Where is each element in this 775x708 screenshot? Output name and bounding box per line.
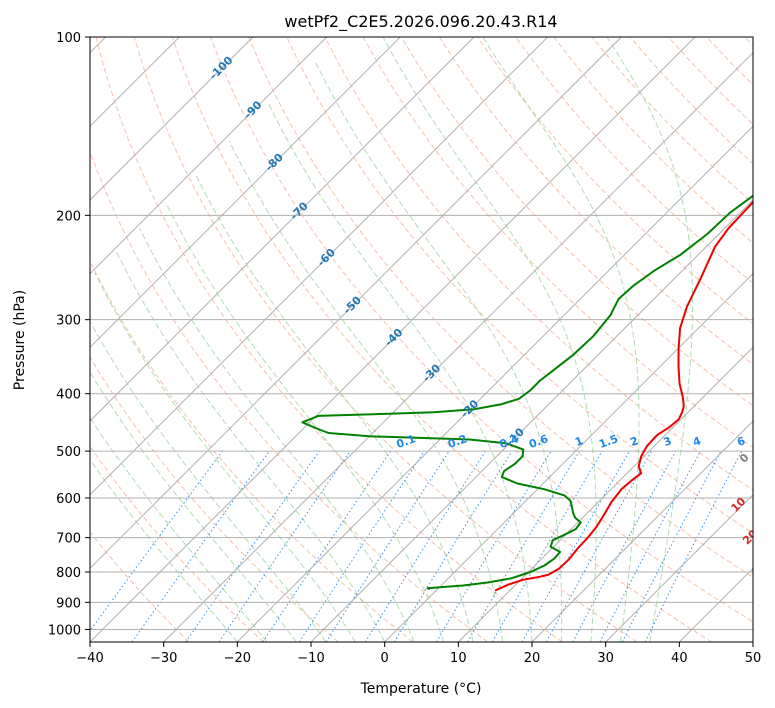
isotherm-gridline	[310, 199, 753, 642]
mixing-ratio-label: 0.1	[395, 432, 418, 451]
mixing-ratio-label: 1	[573, 434, 585, 449]
moist-adiabat	[382, 37, 597, 642]
moist-adiabat	[90, 458, 238, 642]
moist-adiabat	[90, 416, 268, 642]
x-tick-label: 0	[381, 651, 389, 666]
mixing-ratio-line	[262, 450, 392, 642]
y-tick-label: 100	[56, 31, 81, 46]
x-tick-label: −20	[224, 651, 251, 666]
isotherm-gridline	[457, 346, 753, 642]
mixing-ratio-label: 4	[691, 434, 703, 449]
dry-adiabat	[90, 445, 264, 642]
mixing-ratio-line	[644, 450, 743, 642]
dry-adiabat	[90, 531, 190, 642]
mixing-ratio-label: 2	[629, 434, 641, 449]
y-tick-label: 1000	[48, 623, 81, 638]
dry-adiabat	[133, 37, 638, 642]
plot-frame	[89, 36, 754, 643]
x-tick-label: 20	[524, 651, 541, 666]
moist-adiabat	[268, 104, 533, 642]
isotherm-gridline	[605, 493, 753, 642]
dry-adiabat	[324, 37, 753, 491]
y-axis-label: Pressure (hPa)	[12, 290, 28, 390]
mixing-ratio-line	[90, 450, 223, 632]
x-tick-label: −40	[76, 651, 103, 666]
dry-adiabat	[90, 150, 488, 642]
y-tick-label: 300	[56, 314, 81, 329]
mixing-ratio-label: 0.2	[446, 432, 469, 451]
y-tick-label: 400	[56, 388, 81, 403]
isotherm-gridline	[384, 272, 753, 642]
moist-adiabat	[139, 227, 415, 642]
isotherm-gridline	[90, 37, 696, 642]
dry-adiabat	[438, 37, 753, 366]
isotherm-gridline	[90, 37, 328, 275]
dry-adiabat	[210, 37, 753, 623]
mixing-ratio-label: 6	[735, 434, 747, 449]
isotherm-gridline	[531, 420, 753, 642]
y-tick-label: 200	[56, 209, 81, 224]
isotherm-gridline	[90, 37, 401, 349]
dry-adiabat	[400, 37, 753, 407]
mixing-ratio-label: 3	[662, 434, 674, 449]
isotherm-gridline	[90, 37, 622, 570]
dewpoint-profile-line	[301, 194, 753, 591]
mixing-ratio-line	[131, 450, 270, 642]
temperature-profile-line	[494, 200, 753, 592]
mixing-ratio-line	[393, 450, 513, 642]
mixing-ratio-line	[545, 450, 653, 642]
y-tick-label: 500	[56, 445, 81, 460]
mixing-ratio-label: 1.5	[597, 432, 620, 451]
dry-adiabat	[95, 37, 563, 642]
x-tick-label: 30	[597, 651, 614, 666]
isotherm-gridline	[163, 51, 753, 642]
dry-adiabat	[171, 37, 712, 642]
y-tick-label: 600	[56, 492, 81, 507]
moist-adiabat	[165, 201, 445, 642]
chart-title: wetPf2_C2E5.2026.096.20.43.R14	[284, 12, 557, 32]
mixing-ratio-label: 0.6	[527, 432, 550, 451]
mixing-ratio-line	[218, 450, 351, 642]
mixing-ratio-line	[325, 450, 450, 642]
y-tick-label: 700	[56, 532, 81, 547]
isotherm-gridline	[236, 125, 753, 642]
moist-adiabat	[314, 61, 563, 642]
x-tick-label: 50	[745, 651, 762, 666]
isotherm-gridline	[90, 37, 549, 496]
x-tick-label: 10	[450, 651, 467, 666]
moist-adiabat	[94, 272, 356, 642]
isotherm-gridline	[90, 37, 475, 422]
x-axis-label: Temperature (°C)	[360, 681, 482, 697]
isotherm-gridline	[90, 37, 254, 201]
y-tick-label: 800	[56, 566, 81, 581]
mixing-ratio-line	[185, 450, 320, 642]
y-tick-label: 900	[56, 596, 81, 611]
mixing-ratio-line	[298, 450, 425, 642]
x-tick-label: −10	[297, 651, 324, 666]
dry-adiabat	[90, 356, 339, 642]
moist-adiabat-label: 30	[750, 558, 770, 578]
moist-adiabat	[90, 320, 327, 642]
mixing-ratio-label: 0.4	[498, 432, 521, 451]
moist-adiabat	[482, 37, 640, 642]
moist-adiabat	[194, 173, 474, 642]
mixing-ratio-line	[572, 450, 677, 642]
moist-adiabat	[606, 37, 694, 642]
dry-adiabat	[515, 37, 753, 284]
x-tick-label: 40	[671, 651, 688, 666]
moist-adiabat	[115, 251, 386, 642]
x-tick-label: −30	[150, 651, 177, 666]
